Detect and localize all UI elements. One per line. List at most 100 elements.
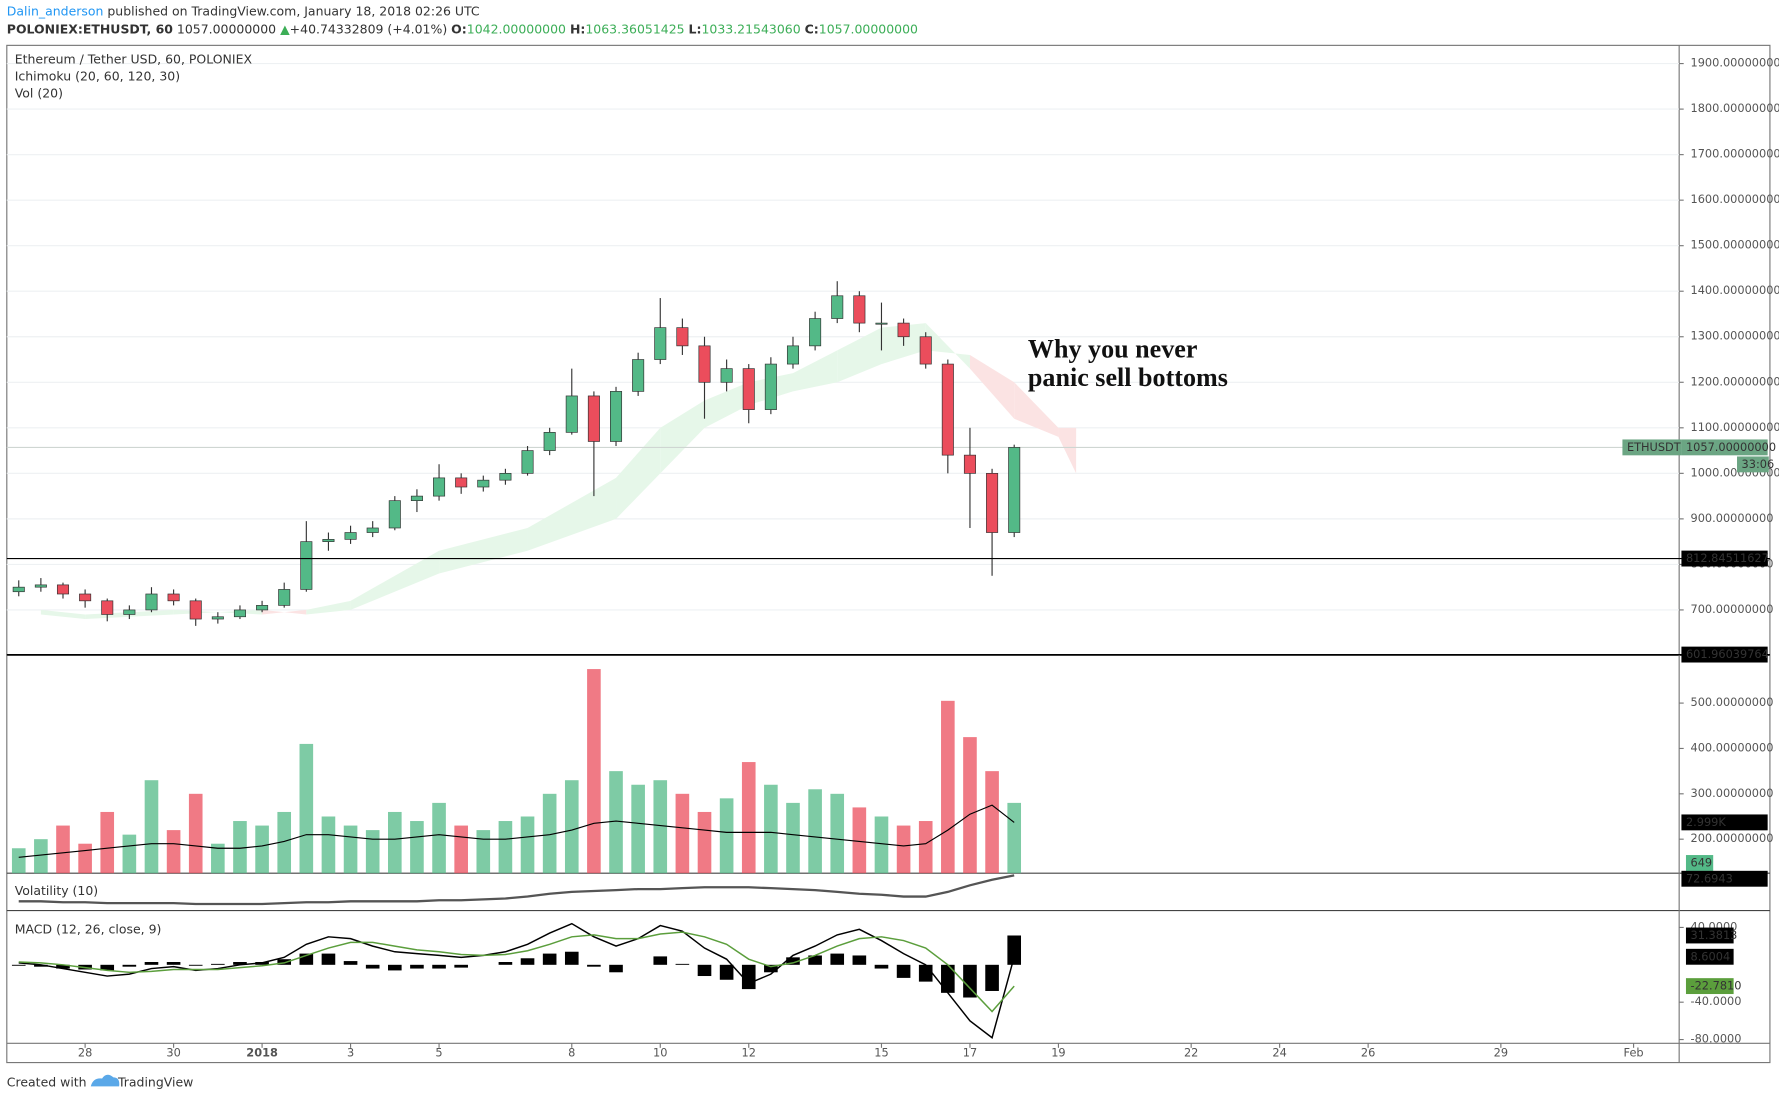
volume-bar (874, 816, 889, 874)
annotation: panic sell bottoms (1028, 363, 1228, 392)
volume-bar (653, 780, 668, 874)
candle-body (587, 395, 600, 442)
macd-histogram (764, 964, 778, 973)
price-tag (1681, 646, 1768, 663)
y-tick-label: 1600.00000000 (1691, 192, 1779, 206)
ichimoku-cloud (527, 477, 617, 551)
volume-bar (166, 830, 181, 874)
candle-body (654, 327, 667, 360)
ichimoku-cloud (704, 382, 749, 428)
candle-body (366, 527, 379, 533)
change: +40.74332809 (+4.01%) (290, 21, 448, 36)
price-tag (1681, 550, 1768, 567)
y-tick-label: 1100.00000000 (1691, 420, 1779, 434)
macd-histogram (830, 953, 845, 965)
macd-histogram (56, 964, 70, 969)
macd-histogram (741, 964, 756, 990)
candle-body (897, 322, 910, 338)
price-tag-label: 8.6004 (1691, 949, 1731, 963)
symbol-tag (1622, 439, 1682, 456)
author-link[interactable]: Dalin_anderson (7, 3, 104, 18)
candle-body (809, 318, 822, 347)
volume-bar (56, 825, 70, 874)
ichimoku-cloud (40, 609, 86, 620)
x-tick-label: 10 (653, 1046, 667, 1060)
ohlc-key: O: (451, 21, 467, 36)
y-tick-label: 200.00000000 (1691, 831, 1774, 845)
y-tick-label: 500.00000000 (1691, 695, 1774, 709)
pane-title: Ethereum / Tether USD, 60, POLONIEX (15, 52, 253, 67)
x-tick-label: 8 (568, 1046, 575, 1060)
volume-bar (188, 793, 203, 874)
macd-histogram (520, 958, 535, 965)
y-tick-label: -80.0000 (1691, 1032, 1742, 1046)
ichimoku-cloud (262, 609, 307, 615)
volume-bar (321, 816, 336, 874)
footer-text: Created with (7, 1074, 87, 1089)
price-tag-label: 33:06 (1742, 457, 1775, 471)
price-tag-label: -22.7810 (1691, 979, 1742, 993)
header-line: Dalin_anderson published on TradingView.… (7, 3, 480, 18)
candle-body (764, 363, 777, 410)
volume-bar (918, 821, 933, 874)
y-tick-label: 1500.00000000 (1691, 238, 1779, 252)
macd-histogram (388, 964, 402, 971)
price-tag-label: 601.96039764 (1686, 647, 1769, 661)
macd-histogram (941, 964, 955, 993)
candle-body (189, 600, 202, 620)
y-tick-label: 1800.00000000 (1691, 101, 1779, 115)
candle-body (853, 295, 866, 324)
candle-body (101, 600, 114, 615)
macd-histogram (34, 964, 48, 967)
macd-histogram (985, 964, 999, 991)
ichimoku-cloud (969, 354, 1015, 419)
x-tick-label: 5 (435, 1046, 442, 1060)
x-tick-label: 2018 (246, 1046, 278, 1060)
price-tag (1681, 439, 1768, 456)
x-tick-label: 24 (1272, 1046, 1286, 1060)
candle-body (986, 473, 999, 533)
macd-line (18, 922, 1015, 1039)
price-tag (1685, 855, 1714, 871)
y-tick-label: -40.0000 (1691, 994, 1742, 1008)
macd-histogram (321, 953, 336, 965)
volume-bar (432, 802, 446, 874)
annotation: Why you never (1028, 335, 1198, 364)
price-tag (1685, 927, 1734, 944)
macd-histogram (454, 964, 468, 968)
y-tick-label: 1300.00000000 (1691, 329, 1779, 343)
footer-brand[interactable]: TradingView (117, 1074, 193, 1089)
macd-histogram (609, 964, 623, 973)
signal-line (18, 931, 1015, 1013)
ichimoku-cloud (616, 427, 661, 519)
candle-body (79, 593, 92, 602)
candle-body (388, 500, 401, 529)
candle-body (786, 345, 800, 365)
candle-body (521, 450, 534, 474)
ohlc-key: H: (570, 21, 585, 36)
symbol-tag-label: ETHUSDT (1627, 440, 1681, 454)
volume-bar (211, 843, 225, 874)
macd-histogram (675, 963, 690, 965)
volume-bar (144, 780, 159, 874)
macd-histogram (343, 961, 358, 965)
volume-bar (587, 669, 601, 874)
macd-histogram (188, 964, 203, 966)
price-tag (1685, 948, 1734, 965)
candle-body (211, 616, 224, 620)
volume-bar (520, 816, 535, 874)
x-tick-label: 22 (1184, 1046, 1198, 1060)
volume-bar (564, 780, 579, 874)
volume-bar (11, 848, 26, 874)
volume-bar (100, 811, 115, 874)
candle-body (145, 593, 158, 611)
candle-body (742, 368, 755, 410)
x-tick-label: 26 (1361, 1046, 1375, 1060)
candle-body (233, 609, 246, 618)
ohlc-value: 1033.21543060 (701, 21, 800, 36)
volume-bar (963, 737, 977, 874)
volume-bar (476, 830, 491, 874)
price-tag-label: 72.6943 (1686, 871, 1733, 885)
volume-bar (675, 793, 690, 874)
